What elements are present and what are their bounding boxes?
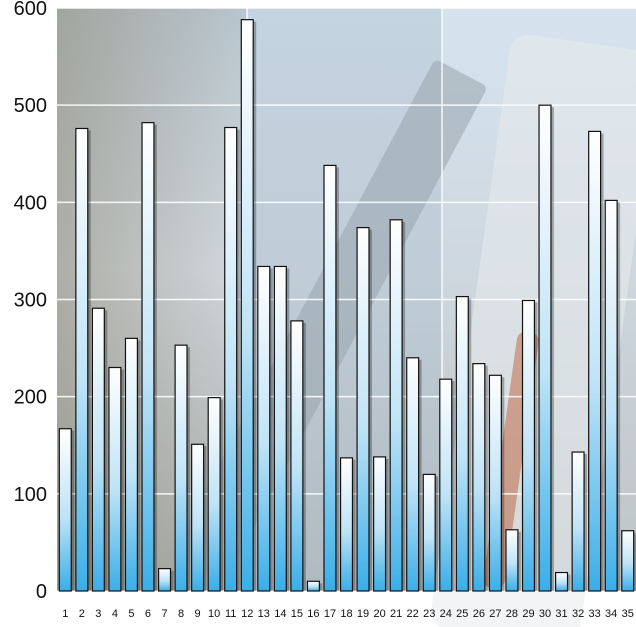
y-tick-label: 200 <box>14 387 47 409</box>
x-tick-label: 11 <box>225 608 236 620</box>
x-axis-ticks: 1 2 3 4 5 6 7 8 9 10 11 12 13 14 15 16 17 18 19 20 21 22 23 24 2… <box>62 608 634 620</box>
bar-6 <box>141 122 155 592</box>
bar-15 <box>290 320 304 592</box>
x-tick-label: 13 <box>258 608 270 620</box>
bar-14 <box>273 265 287 592</box>
bar-2 <box>75 127 89 592</box>
x-tick-label: 17 <box>324 608 336 620</box>
bar-13 <box>257 265 271 592</box>
x-tick-label: 1 <box>62 608 68 620</box>
bar-4 <box>108 366 122 592</box>
x-tick-label: 35 <box>622 608 634 620</box>
bar-16 <box>306 580 320 592</box>
y-tick-label: 100 <box>14 484 47 506</box>
x-tick-label: 25 <box>456 608 468 620</box>
x-tick-label: 7 <box>161 608 167 620</box>
bar-22 <box>406 357 420 592</box>
bar-34 <box>604 199 618 592</box>
x-tick-label: 34 <box>605 608 617 620</box>
bar-31 <box>555 571 569 592</box>
y-tick-label: 500 <box>14 95 47 117</box>
x-tick-label: 26 <box>473 608 485 620</box>
bar-8 <box>174 344 188 592</box>
bar-20 <box>373 456 387 592</box>
bar-21 <box>389 219 403 592</box>
x-tick-label: 9 <box>195 608 201 620</box>
x-tick-label: 15 <box>291 608 303 620</box>
bar-33 <box>588 130 602 592</box>
bar-3 <box>91 307 105 592</box>
x-tick-label: 23 <box>423 608 435 620</box>
bar-24 <box>439 378 453 592</box>
x-tick-label: 5 <box>128 608 134 620</box>
bar-30 <box>538 104 552 592</box>
x-tick-label: 18 <box>340 608 352 620</box>
x-tick-label: 10 <box>208 608 220 620</box>
bar-32 <box>571 451 585 592</box>
x-tick-label: 21 <box>390 608 402 620</box>
bar-27 <box>488 374 502 592</box>
bar-7 <box>157 568 172 592</box>
x-tick-label: 16 <box>307 608 319 620</box>
x-tick-label: 6 <box>145 608 151 620</box>
y-tick-label: 300 <box>14 290 47 312</box>
x-tick-label: 12 <box>241 608 253 620</box>
x-tick-label: 8 <box>178 608 184 620</box>
bar-26 <box>472 363 486 592</box>
x-tick-label: 4 <box>112 608 118 620</box>
y-tick-label: 600 <box>14 0 47 20</box>
x-tick-label: 19 <box>357 608 369 620</box>
y-tick-label: 0 <box>36 581 47 603</box>
bar-9 <box>191 443 205 592</box>
bar-5 <box>124 337 138 592</box>
x-tick-label: 31 <box>555 608 567 620</box>
bar-18 <box>339 457 354 592</box>
x-tick-label: 28 <box>506 608 518 620</box>
x-tick-label: 20 <box>373 608 385 620</box>
x-tick-label: 22 <box>407 608 419 620</box>
x-tick-label: 27 <box>489 608 501 620</box>
bar-25 <box>455 295 469 592</box>
x-tick-label: 29 <box>522 608 534 620</box>
x-tick-label: 2 <box>79 608 85 620</box>
x-tick-label: 14 <box>274 608 286 620</box>
bar-1 <box>58 428 72 592</box>
x-tick-label: 33 <box>589 608 601 620</box>
bar-10 <box>207 397 221 592</box>
bars-layer <box>58 19 636 592</box>
bar-19 <box>356 226 370 592</box>
y-tick-label: 400 <box>14 192 47 214</box>
x-tick-label: 3 <box>95 608 101 620</box>
bar-17 <box>323 164 337 592</box>
bar-23 <box>422 473 436 592</box>
bar-35 <box>621 530 635 592</box>
x-tick-label: 32 <box>572 608 584 620</box>
bar-12 <box>240 19 254 592</box>
bar-29 <box>521 299 536 592</box>
y-axis-ticks: 0 100 200 300 400 500 600 <box>14 0 47 603</box>
x-tick-label: 24 <box>440 608 452 620</box>
bar-11 <box>224 126 238 592</box>
bar-28 <box>505 529 519 592</box>
x-tick-label: 30 <box>539 608 551 620</box>
